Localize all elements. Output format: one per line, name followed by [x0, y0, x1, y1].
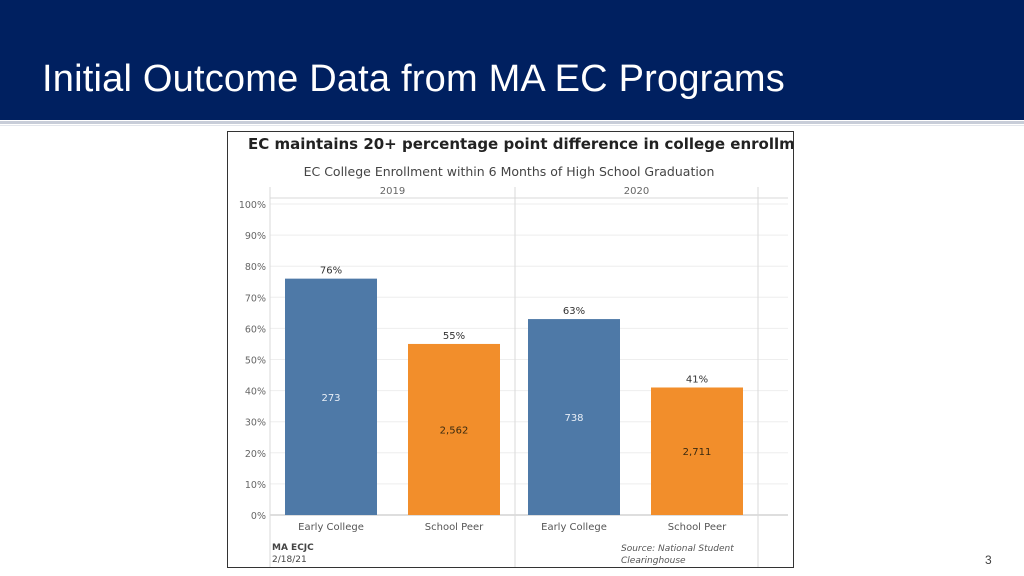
y-tick-label: 10%	[245, 480, 266, 491]
bar-value-label: 76%	[320, 266, 342, 277]
bar-value-label: 55%	[443, 331, 465, 342]
bar-count-label: 273	[321, 393, 340, 404]
footer-source-line2: Clearinghouse	[621, 556, 686, 566]
bar	[528, 319, 620, 515]
y-tick-label: 70%	[245, 293, 266, 304]
title-divider	[0, 121, 1024, 124]
bar-value-label: 41%	[686, 374, 708, 385]
y-tick-label: 80%	[245, 262, 266, 273]
y-tick-label: 20%	[245, 449, 266, 460]
chart-title: EC College Enrollment within 6 Months of…	[304, 164, 715, 179]
y-tick-label: 40%	[245, 387, 266, 398]
footer-source-line1: Source: National Student	[621, 544, 734, 554]
bar-chart: EC maintains 20+ percentage point differ…	[239, 135, 793, 567]
panel-label: 2020	[624, 186, 649, 197]
y-tick-label: 60%	[245, 324, 266, 335]
title-bar	[0, 0, 1024, 120]
footer-date: 2/18/21	[272, 555, 307, 565]
slide-title: Initial Outcome Data from MA EC Programs	[42, 58, 785, 100]
bar-count-label: 2,562	[440, 425, 469, 436]
y-tick-label: 0%	[251, 511, 266, 522]
chart-headline: EC maintains 20+ percentage point differ…	[248, 135, 793, 153]
bar-count-label: 2,711	[683, 447, 712, 458]
y-tick-label: 50%	[245, 356, 266, 367]
footer-org: MA ECJC	[272, 543, 314, 553]
y-tick-label: 90%	[245, 231, 266, 242]
y-tick-label: 100%	[239, 200, 266, 211]
panel-label: 2019	[380, 186, 405, 197]
x-tick-label: School Peer	[425, 522, 484, 533]
chart-frame: EC maintains 20+ percentage point differ…	[227, 131, 794, 568]
title-divider-thin	[0, 125, 1024, 126]
page-number: 3	[985, 553, 992, 567]
bar	[408, 343, 500, 515]
x-tick-label: School Peer	[668, 522, 727, 533]
x-tick-label: Early College	[541, 522, 607, 533]
bar	[285, 278, 377, 515]
bar-value-label: 63%	[563, 306, 585, 317]
y-tick-label: 30%	[245, 418, 266, 429]
bar	[651, 387, 743, 515]
bar-count-label: 738	[564, 413, 583, 424]
x-tick-label: Early College	[298, 522, 364, 533]
